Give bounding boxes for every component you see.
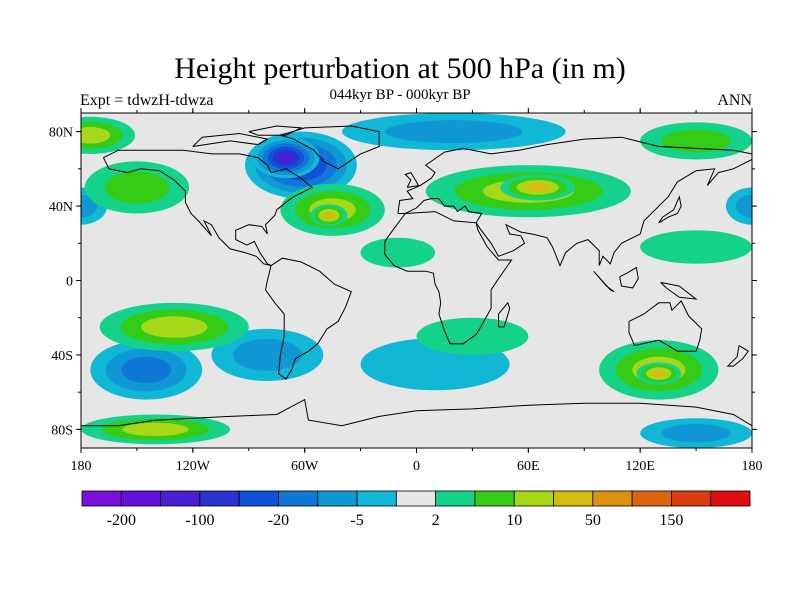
coastline — [726, 345, 750, 367]
anomaly-contour — [651, 369, 667, 378]
colorbar-label: 150 — [659, 512, 683, 529]
experiment-label: Expt = tdwzH-tdwza — [80, 92, 214, 109]
lat-tick-label: 40S — [51, 349, 73, 364]
anomaly-contour — [81, 127, 111, 144]
colorbar-label: 10 — [506, 512, 522, 529]
lat-tick-label: 80S — [51, 423, 73, 438]
lon-tick-label: 60W — [291, 459, 319, 474]
anomaly-contour — [104, 171, 170, 204]
colorbar-swatch — [81, 490, 122, 507]
colorbar-label: -20 — [268, 512, 289, 529]
anomaly-contour — [384, 120, 523, 144]
colorbar-swatch — [710, 490, 751, 507]
map-field — [81, 113, 752, 448]
anomaly-contour — [524, 182, 551, 192]
coastline — [660, 281, 698, 300]
colorbar-label: -200 — [107, 512, 136, 529]
lat-tick-label: 80N — [49, 126, 73, 141]
coastline — [384, 211, 513, 345]
anomaly-contour — [416, 317, 529, 355]
colorbar-swatch — [160, 490, 201, 507]
colorbar-swatch — [474, 490, 515, 507]
anomaly-contour — [661, 129, 731, 153]
season-label: ANN — [717, 92, 752, 109]
lat-tick-label: 0 — [66, 275, 73, 290]
colorbar-swatch — [238, 490, 279, 507]
coastline — [192, 132, 269, 147]
coastline — [248, 125, 303, 136]
colorbar-swatch — [199, 490, 240, 507]
colorbar-swatch — [278, 490, 319, 507]
plot-subtitle: 044kyr BP - 000kyr BP — [329, 87, 471, 103]
anomaly-contour — [661, 423, 731, 443]
lon-tick-label: 0 — [413, 459, 420, 474]
anomaly-contour — [121, 356, 172, 384]
anomaly-contour — [322, 211, 336, 220]
lon-tick-label: 60E — [517, 459, 540, 474]
colorbar-label: -100 — [185, 512, 214, 529]
coastline — [81, 398, 752, 427]
lon-tick-label: 120W — [176, 459, 211, 474]
colorbar-label: 50 — [585, 512, 601, 529]
plot-title: Height perturbation at 500 hPa (in m) — [174, 52, 626, 85]
colorbar-label: 2 — [432, 512, 440, 529]
colorbar-swatch — [513, 490, 554, 507]
anomaly-contour — [360, 237, 436, 268]
colorbar-swatch — [395, 490, 437, 507]
coastline — [397, 136, 752, 214]
colorbar-swatch — [435, 490, 476, 507]
anomaly-contour — [735, 194, 752, 218]
lat-tick-label: 40N — [49, 200, 73, 215]
coastline — [619, 266, 639, 289]
anomaly-contour — [141, 316, 208, 338]
colorbar-swatch — [356, 490, 397, 507]
anomaly-contour — [122, 422, 189, 437]
colorbar-swatch — [553, 490, 594, 507]
anomaly-contour — [232, 338, 302, 371]
anomaly-contour — [277, 152, 295, 163]
lon-tick-label: 180 — [71, 459, 92, 474]
anomaly-contour — [640, 230, 752, 264]
colorbar-label: -5 — [350, 512, 363, 529]
coastline — [498, 301, 511, 328]
coastline — [658, 195, 682, 224]
coastline — [397, 159, 752, 267]
coastline — [280, 125, 380, 170]
coastline — [264, 257, 352, 380]
colorbar-swatch — [592, 490, 633, 507]
coastline — [102, 149, 314, 267]
coastline — [593, 270, 615, 293]
lon-tick-label: 120E — [625, 459, 655, 474]
coastline — [628, 300, 703, 352]
lon-tick-label: 180 — [742, 459, 763, 474]
colorbar-swatch — [317, 490, 358, 507]
coastline — [404, 172, 420, 188]
colorbar-swatch — [671, 490, 712, 507]
colorbar-swatch — [120, 490, 161, 507]
colorbar-swatch — [631, 490, 672, 507]
